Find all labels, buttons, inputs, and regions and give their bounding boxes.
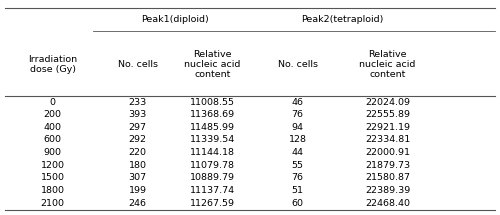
Text: 11339.54: 11339.54 xyxy=(190,135,235,144)
Text: 1500: 1500 xyxy=(40,174,64,183)
Text: 22389.39: 22389.39 xyxy=(365,186,410,195)
Text: 11079.78: 11079.78 xyxy=(190,161,235,170)
Text: 600: 600 xyxy=(44,135,62,144)
Text: 2100: 2100 xyxy=(40,199,64,208)
Text: 400: 400 xyxy=(44,123,62,132)
Text: 22000.91: 22000.91 xyxy=(365,148,410,157)
Text: 128: 128 xyxy=(288,135,306,144)
Text: 246: 246 xyxy=(128,199,146,208)
Text: 393: 393 xyxy=(128,110,146,119)
Text: 11368.69: 11368.69 xyxy=(190,110,235,119)
Text: Irradiation
dose (Gy): Irradiation dose (Gy) xyxy=(28,55,77,74)
Text: 22334.81: 22334.81 xyxy=(365,135,410,144)
Text: 21580.87: 21580.87 xyxy=(365,174,410,183)
Text: 11137.74: 11137.74 xyxy=(190,186,235,195)
Text: Relative
nucleic acid
content: Relative nucleic acid content xyxy=(360,50,416,79)
Text: 51: 51 xyxy=(292,186,304,195)
Text: 11267.59: 11267.59 xyxy=(190,199,235,208)
Text: 11008.55: 11008.55 xyxy=(190,98,235,106)
Text: 22024.09: 22024.09 xyxy=(365,98,410,106)
Text: 11144.18: 11144.18 xyxy=(190,148,235,157)
Text: 46: 46 xyxy=(292,98,304,106)
Text: 292: 292 xyxy=(128,135,146,144)
Text: 0: 0 xyxy=(50,98,56,106)
Text: Relative
nucleic acid
content: Relative nucleic acid content xyxy=(184,50,240,79)
Text: 76: 76 xyxy=(292,110,304,119)
Text: 307: 307 xyxy=(128,174,146,183)
Text: 900: 900 xyxy=(44,148,62,157)
Text: 55: 55 xyxy=(292,161,304,170)
Text: 76: 76 xyxy=(292,174,304,183)
Text: 1800: 1800 xyxy=(40,186,64,195)
Text: No. cells: No. cells xyxy=(278,60,318,69)
Text: 199: 199 xyxy=(128,186,146,195)
Text: 21879.73: 21879.73 xyxy=(365,161,410,170)
Text: 44: 44 xyxy=(292,148,304,157)
Text: Peak2(tetraploid): Peak2(tetraploid) xyxy=(302,15,384,24)
Text: 180: 180 xyxy=(128,161,146,170)
Text: 22921.19: 22921.19 xyxy=(365,123,410,132)
Text: No. cells: No. cells xyxy=(118,60,158,69)
Text: 22468.40: 22468.40 xyxy=(365,199,410,208)
Text: 297: 297 xyxy=(128,123,146,132)
Text: 1200: 1200 xyxy=(40,161,64,170)
Text: 60: 60 xyxy=(292,199,304,208)
Text: 10889.79: 10889.79 xyxy=(190,174,235,183)
Text: 22555.89: 22555.89 xyxy=(365,110,410,119)
Text: Peak1(diploid): Peak1(diploid) xyxy=(141,15,209,24)
Text: 94: 94 xyxy=(292,123,304,132)
Text: 220: 220 xyxy=(128,148,146,157)
Text: 233: 233 xyxy=(128,98,146,106)
Text: 11485.99: 11485.99 xyxy=(190,123,235,132)
Text: 200: 200 xyxy=(44,110,62,119)
